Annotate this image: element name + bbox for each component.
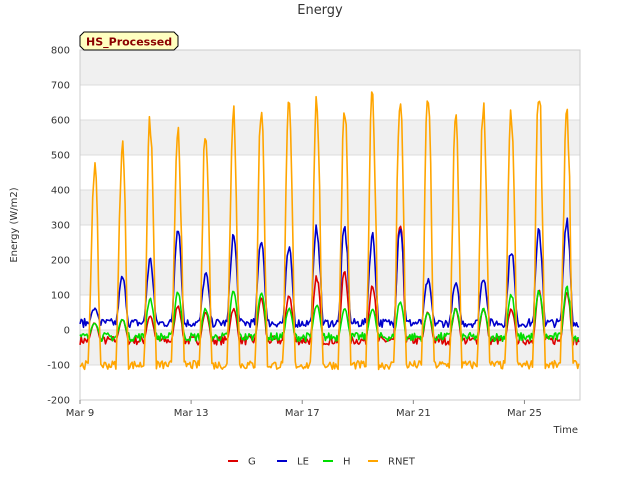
gridlines [79,49,581,401]
x-tick-label: Mar 9 [66,408,94,419]
y-axis-label: Energy (W/m2) [9,187,20,262]
chart-title: Energy [297,3,343,18]
plot-band [80,50,580,85]
y-tick-label: 400 [51,186,70,197]
y-tick-label: 800 [51,46,70,57]
plot-band [80,190,580,225]
y-tick-label: 300 [51,221,70,232]
y-tick-label: -100 [47,361,70,372]
x-tick-label: Mar 21 [396,408,431,419]
y-tick-label: 200 [51,256,70,267]
y-tick-label: -200 [47,396,70,407]
legend: G LE H RNET [228,457,416,468]
plot-band [80,120,580,155]
legend-label: H [343,457,351,468]
x-tick-label: Mar 17 [285,408,320,419]
plot-band [80,260,580,295]
series-line-rnet [79,91,580,371]
y-tick-label: 700 [51,81,70,92]
series-lines [79,91,580,371]
y-tick-label: 100 [51,291,70,302]
series-line-le [79,217,580,329]
y-tick-label: 500 [51,151,70,162]
x-tick-label: Mar 13 [174,408,209,419]
series-line-h [79,285,579,343]
x-axis-ticks: Mar 9 Mar 13 Mar 17 Mar 21 Mar 25 [66,400,542,419]
badge-label: HS_Processed [86,36,172,49]
legend-label: LE [297,457,309,468]
legend-label: RNET [388,457,416,468]
legend-label: G [248,457,256,468]
y-axis-ticks: -200 -100 0 100 200 300 400 500 600 700 800 [47,46,70,407]
plot-border [79,49,581,401]
processed-badge: HS_Processed [79,31,179,51]
x-tick-label: Mar 25 [507,408,542,419]
y-tick-label: 600 [51,116,70,127]
y-tick-label: 0 [64,326,70,337]
x-axis-label: Time [553,425,578,436]
